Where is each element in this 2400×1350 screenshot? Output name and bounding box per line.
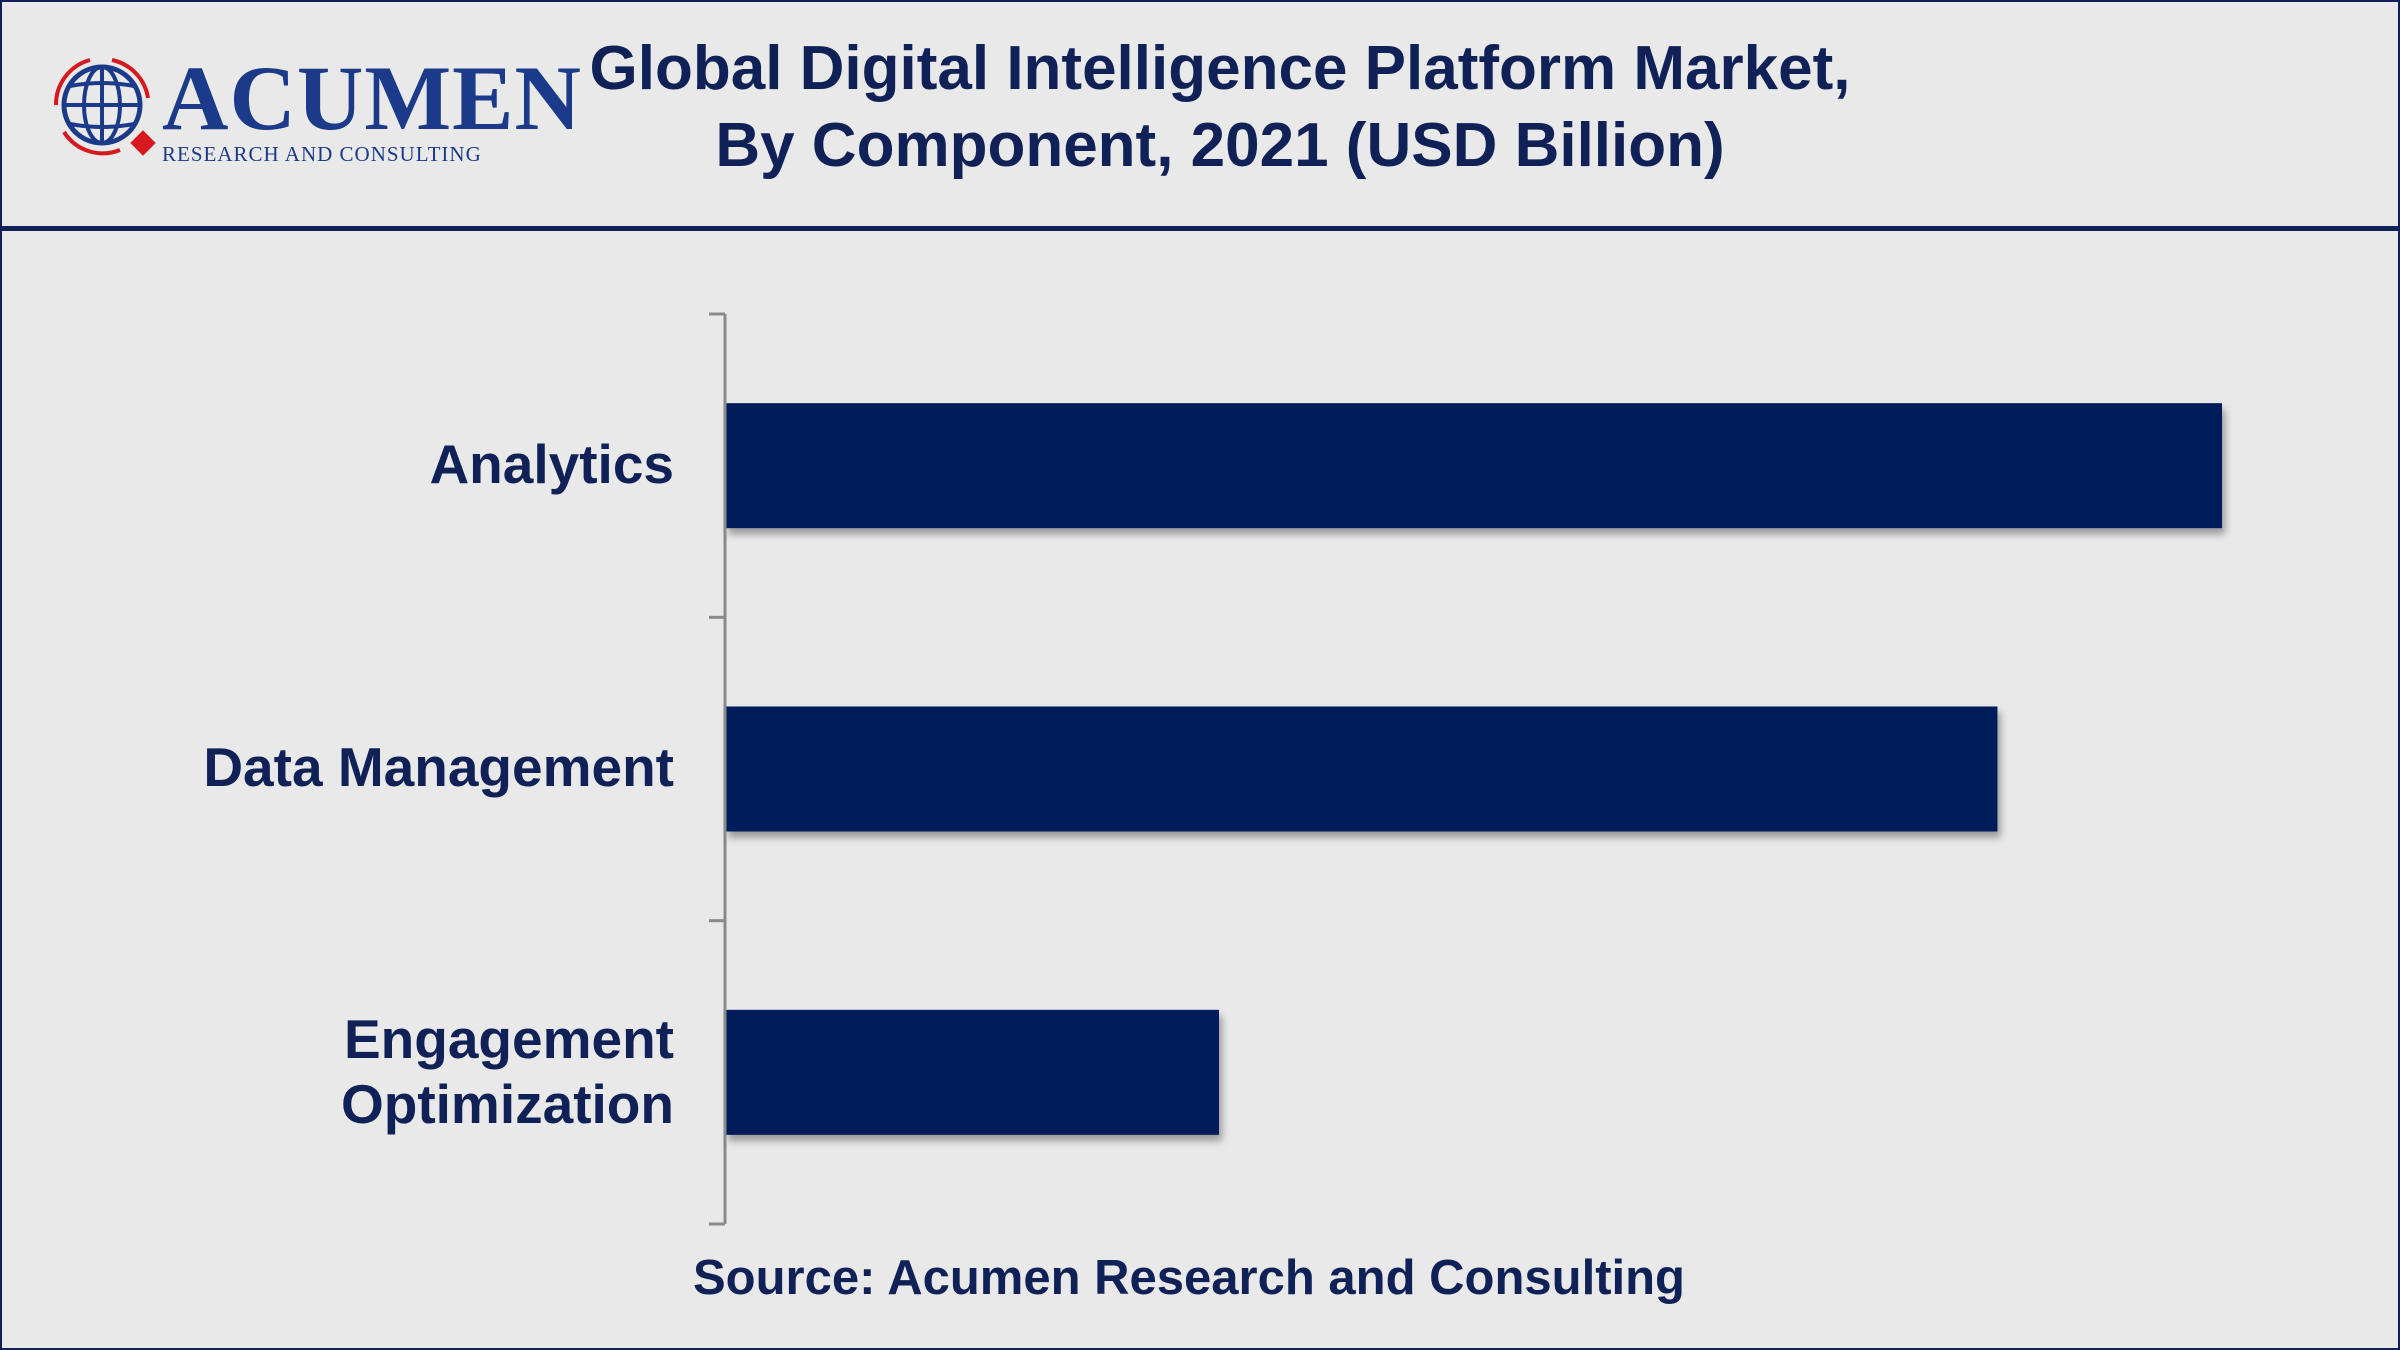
title-line-2: By Component, 2021 (USD Billion) [715,111,1725,180]
bar-data-management [725,706,1998,832]
header-divider [0,226,2400,231]
source-note: Source: Acumen Research and Consulting [693,1251,1685,1305]
logo-tagline: RESEARCH AND CONSULTING [162,142,482,166]
title-line-1: Global Digital Intelligence Platform Mar… [589,34,1851,103]
category-label: Data Management [203,736,674,798]
globe-logo-icon [53,58,156,156]
bar-analytics [725,403,2222,529]
category-label: Analytics [429,432,674,495]
chart-title: Global Digital Intelligence Platform Mar… [480,30,1960,184]
category-label: Engagement Optimization [340,1008,674,1136]
acumen-logo: ACUMEN RESEARCH AND CONSULTING [50,50,581,170]
logo-wordmark: ACUMEN [162,47,582,149]
bar-engagement-optimization [725,1009,1220,1135]
